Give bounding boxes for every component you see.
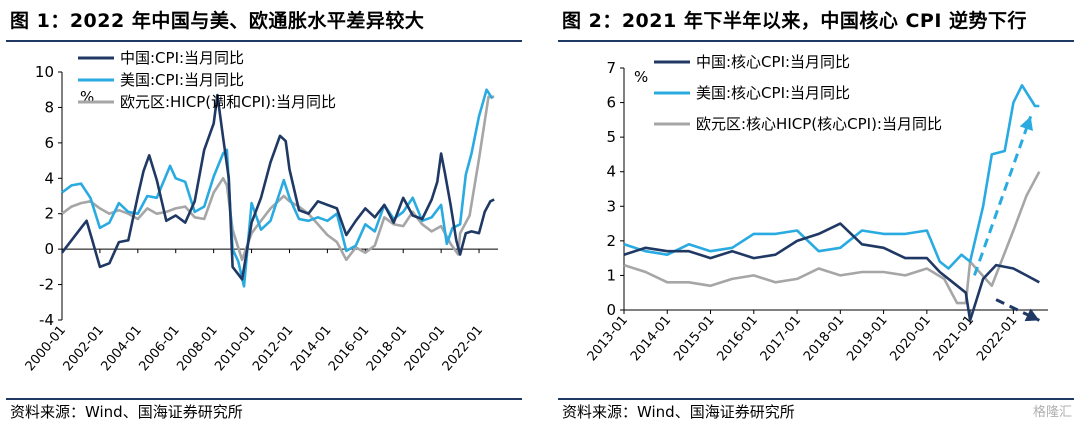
- y-tick-label: 0: [44, 240, 54, 258]
- y-tick-label: -4: [39, 311, 54, 329]
- y-tick-label: 7: [606, 59, 616, 77]
- trend-arrow: [995, 298, 1040, 322]
- series-line: [623, 222, 1040, 322]
- series-line: [61, 95, 495, 262]
- chart-source: 资料来源：Wind、国海证券研究所: [562, 403, 795, 421]
- trend-arrow-head: [1019, 116, 1033, 131]
- y-tick-label: 6: [606, 94, 616, 112]
- y-tick-label: 5: [606, 128, 616, 146]
- chart-title: 图 2：2021 年下半年以来，中国核心 CPI 逆势下行: [562, 10, 1027, 32]
- series-line: [60, 93, 495, 281]
- legend-label: 美国:核心CPI:当月同比: [696, 84, 850, 102]
- legend-label: 中国:核心CPI:当月同比: [696, 53, 850, 71]
- source-rule: [558, 398, 1074, 400]
- x-tick-label: 2014-01: [628, 313, 674, 364]
- x-tick-label: 2016-01: [714, 313, 760, 364]
- y-tick-label: 3: [606, 197, 616, 215]
- chart-panel-cpi: 图 1：2022 年中国与美、欧通胀水平差异较大 -4 -2 0 2 4 6 8 10 2000…: [0, 0, 528, 424]
- y-tick-label: 4: [606, 163, 616, 181]
- legend-label: 欧元区:核心HICP(核心CPI):当月同比: [696, 115, 942, 133]
- series-line: [623, 83, 1040, 270]
- trend-arrow-head: [1024, 308, 1040, 322]
- y-tick-label: 6: [44, 134, 54, 152]
- chart-panel-core-cpi: 图 2：2021 年下半年以来，中国核心 CPI 逆势下行 0 1 2 3 4 5 6 7 20…: [552, 0, 1080, 424]
- y-tick-label: 0: [606, 301, 616, 319]
- y-unit-label: %: [634, 68, 648, 86]
- source-rule: [6, 398, 522, 400]
- x-tick-label: 2013-01: [585, 313, 631, 364]
- legend-label: 美国:CPI:当月同比: [120, 71, 244, 89]
- legend-item: 中国:CPI:当月同比: [78, 49, 244, 67]
- x-tick-label: 2020-01: [888, 313, 934, 364]
- series-line: [61, 88, 494, 288]
- y-tick-label: 10: [35, 63, 54, 81]
- legend-item: 美国:CPI:当月同比: [78, 71, 244, 89]
- x-tick-label: 2018-01: [801, 313, 847, 364]
- legend-item: 美国:核心CPI:当月同比: [654, 84, 850, 102]
- y-tick-label: 4: [44, 169, 54, 187]
- watermark: 格隆汇: [1032, 405, 1072, 420]
- cpi-line-chart: -4-202468102000-012002-012004-012006-012…: [23, 49, 498, 374]
- title-rule: [558, 40, 1074, 42]
- y-tick-label: -2: [39, 276, 54, 294]
- title-rule: [6, 40, 522, 42]
- y-tick-label: 2: [606, 232, 616, 250]
- legend-label: 欧元区:HICP(调和CPI):当月同比: [120, 93, 336, 111]
- x-tick-label: 2015-01: [671, 313, 717, 364]
- y-tick-label: 1: [606, 266, 616, 284]
- x-tick-label: 2022-01: [440, 323, 486, 374]
- trend-arrow: [973, 115, 1033, 276]
- x-tick-label: 2017-01: [758, 313, 804, 364]
- y-tick-label: 8: [44, 98, 54, 116]
- x-tick-label: 2022-01: [974, 313, 1020, 364]
- legend-item: 欧元区:核心HICP(核心CPI):当月同比: [654, 115, 942, 133]
- legend-item: 中国:核心CPI:当月同比: [654, 53, 850, 71]
- y-tick-label: 2: [44, 205, 54, 223]
- core-cpi-line-chart: 0 1 2 3 4 5 6 7 2013-012014-012015-012016-012017…: [585, 53, 1048, 364]
- chart-source: 资料来源：Wind、国海证券研究所: [10, 403, 243, 421]
- legend-item: 欧元区:HICP(调和CPI):当月同比: [78, 93, 336, 111]
- x-tick-label: 2019-01: [844, 313, 890, 364]
- legend-label: 中国:CPI:当月同比: [120, 49, 244, 67]
- chart-title: 图 1：2022 年中国与美、欧通胀水平差异较大: [10, 10, 425, 32]
